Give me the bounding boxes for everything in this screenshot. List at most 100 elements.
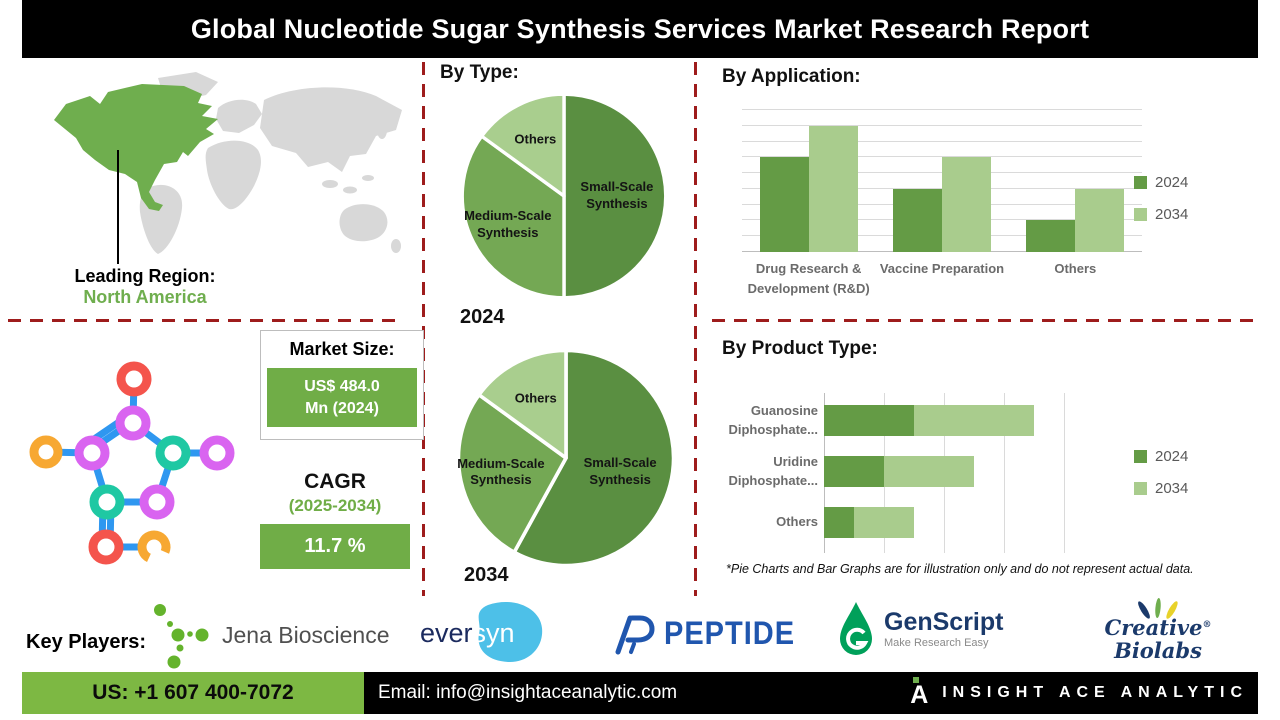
jena-dots-icon xyxy=(154,604,209,669)
legend-swatch-2024 xyxy=(1134,176,1147,189)
genscript-tagline: Make Research Easy xyxy=(884,637,989,650)
peptide-name: PEPTIDE xyxy=(664,615,796,652)
brand-name: INSIGHT ACE ANALYTIC xyxy=(942,684,1248,701)
legend-swatch-2024 xyxy=(1134,450,1147,463)
molecule-node-orange-open xyxy=(137,530,171,564)
market-size-label: Market Size: xyxy=(289,339,395,359)
gridline xyxy=(742,109,1142,110)
creative-biolabs-line1: Creative® xyxy=(1104,615,1212,640)
legend-label: 2034 xyxy=(1155,480,1189,497)
legend-label: 2024 xyxy=(1155,448,1189,465)
category-label: Vaccine Preparation xyxy=(879,261,1005,276)
phone-number: US: +1 607 400-7072 xyxy=(92,681,294,704)
pie-slice-medium-scale-synthesis xyxy=(460,134,566,300)
genscript-droplet-icon xyxy=(840,602,872,655)
market-size-value: US$ 484.0 Mn (2024) xyxy=(267,368,417,428)
section-by-type: By Type: xyxy=(440,62,519,83)
map-callout-line xyxy=(117,150,119,264)
molecule-node-purple xyxy=(139,484,175,520)
pie-slice-small-scale-synthesis xyxy=(562,92,668,300)
cagr-label: CAGR xyxy=(304,470,366,493)
divider-vertical-2 xyxy=(694,62,697,596)
by-type-pie-2034: Small-Scale Synthesis Medium-Scale Synthe… xyxy=(454,346,678,570)
legend-item: 2024 xyxy=(1134,448,1188,465)
leading-region-value: North America xyxy=(83,287,207,307)
brand-block: A INSIGHT ACE ANALYTIC xyxy=(910,672,1248,714)
leading-region-label: Leading Region: xyxy=(74,266,216,286)
page-title: Global Nucleotide Sugar Synthesis Servic… xyxy=(190,13,1090,44)
peptide-p-icon xyxy=(615,615,655,655)
pie-slice-small-scale-synthesis xyxy=(512,348,676,568)
legend-item: 2034 xyxy=(1134,480,1188,497)
divider-horizontal-right xyxy=(712,319,1254,322)
logo-letter: A xyxy=(910,681,929,709)
molecule-node-red xyxy=(116,361,152,397)
bar-2024-guanosine-diphosphate xyxy=(824,405,914,436)
legend-swatch-2034 xyxy=(1134,208,1147,221)
category-label: Others xyxy=(776,514,818,530)
map-north-america xyxy=(54,84,218,211)
by-type-pie-2024: Small-Scale Synthesis Medium-Scale Synthe… xyxy=(458,90,670,302)
pie-slice-others xyxy=(479,92,566,198)
section-by-application: By Application: xyxy=(722,66,861,87)
market-size-card: Market Size: US$ 484.0 Mn (2024) xyxy=(260,330,424,441)
bar-2034-guanosine-diphosphate xyxy=(914,405,1034,436)
pie-slice-label: Medium-Scale Synthesis xyxy=(457,455,545,488)
logo-jena-bioscience: Jena Bioscience xyxy=(150,600,390,670)
molecule-node-purple xyxy=(74,435,110,471)
pie-slice-label: Others xyxy=(514,131,557,147)
jena-bioscience-name: Jena Bioscience xyxy=(222,621,390,648)
pie-slice-label: Small-Scale Synthesis xyxy=(583,455,657,487)
logo-eversyn: eversyn xyxy=(420,598,552,666)
genscript-name: GenScript xyxy=(884,607,1004,636)
insight-ace-logo-icon: A xyxy=(910,676,932,710)
legend-item: 2034 xyxy=(1134,206,1188,223)
logo-genscript: GenScript Make Research Easy xyxy=(836,600,1003,658)
cagr-card: CAGR (2025-2034) 11.7 % xyxy=(260,470,410,569)
pie-year-2024: 2024 xyxy=(460,306,505,328)
bar-2024-drug-research-development-r-d xyxy=(759,157,809,252)
gridline xyxy=(742,140,1142,142)
pie-slice-others xyxy=(477,348,568,460)
bar-2034-drug-research-development-r-d xyxy=(808,125,858,252)
logo-dot xyxy=(913,677,920,683)
creative-biolabs-line2: Biolabs xyxy=(1114,638,1202,664)
pie-slice-medium-scale-synthesis xyxy=(456,393,568,555)
legend-label: 2024 xyxy=(1155,174,1189,191)
by-application-chart: Drug Research & Development (R&D) Vaccine… xyxy=(742,109,1142,299)
map-australia xyxy=(339,204,388,242)
key-players-label: Key Players: xyxy=(26,631,147,653)
divider-horizontal-left xyxy=(8,319,402,322)
bar-2024-vaccine-preparation xyxy=(892,188,942,252)
molecule-node-red xyxy=(88,529,124,565)
bar-2024-uridine-diphosphate xyxy=(824,456,884,487)
gridline xyxy=(742,156,1142,158)
molecule-node-orange xyxy=(29,435,63,469)
disclaimer-footnote: *Pie Charts and Bar Graphs are for illus… xyxy=(726,562,1194,576)
bar-2024-others xyxy=(824,507,854,538)
map-asia xyxy=(260,87,402,172)
map-africa xyxy=(205,140,261,210)
bar-2034-others xyxy=(1075,188,1125,252)
bar-2034-others xyxy=(854,507,914,538)
legend-item: 2024 xyxy=(1134,174,1188,191)
footer-phone-block: US: +1 607 400-7072 xyxy=(22,672,364,714)
leading-region: Leading Region: North America xyxy=(30,266,260,308)
gridline xyxy=(1004,393,1005,553)
bar-2034-uridine-diphosphate xyxy=(884,456,974,487)
map-europe xyxy=(216,99,262,133)
email-address[interactable]: Email: info@insightaceanalytic.com xyxy=(378,682,678,703)
pie-slice-label: Medium-Scale Synthesis xyxy=(464,207,552,240)
gridline xyxy=(1064,393,1065,553)
cagr-value: 11.7 % xyxy=(260,524,410,569)
category-label: Uridine Diphosphate... xyxy=(728,454,818,488)
molecule-node-purple xyxy=(115,405,151,441)
by-application-legend: 2024 2034 xyxy=(1134,174,1188,238)
molecule-node-teal xyxy=(89,484,125,520)
pie-slice-label: Small-Scale Synthesis xyxy=(580,179,654,211)
world-map xyxy=(54,72,402,254)
by-product-type-legend: 2024 2034 xyxy=(1134,448,1188,512)
footer-bar: Email: info@insightaceanalytic.com A INS… xyxy=(364,672,1258,714)
category-label: Guanosine Diphosphate... xyxy=(728,403,818,437)
title-bar: Global Nucleotide Sugar Synthesis Servic… xyxy=(22,0,1258,58)
